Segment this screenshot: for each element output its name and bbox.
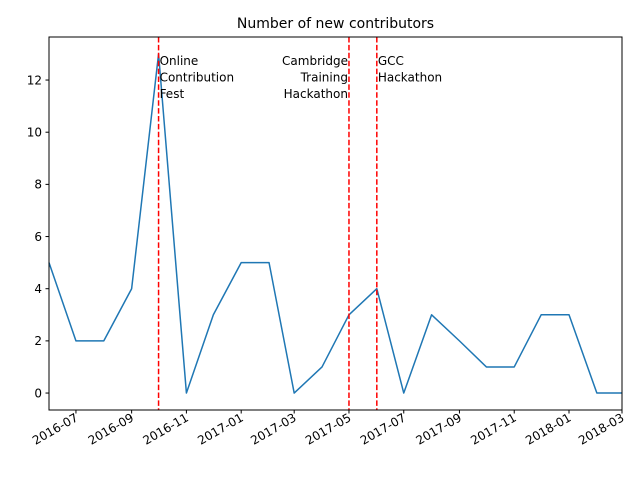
x-tick-label: 2018-01 — [523, 410, 573, 447]
event-annotation: Hackathon — [378, 71, 442, 85]
x-tick-label: 2017-11 — [468, 410, 518, 447]
plot-area: Online Contribution Fest Cambridge Training H… — [27, 36, 627, 448]
event-annotation: Training — [300, 71, 348, 85]
y-tick-label: 6 — [34, 230, 42, 244]
series-line-0 — [48, 53, 622, 394]
event-annotation: GCC — [378, 54, 404, 68]
event-annotation: Contribution — [160, 71, 235, 85]
x-tick-label: 2016-09 — [86, 410, 136, 447]
y-tick-label: 10 — [27, 126, 42, 140]
y-tick-label: 2 — [34, 334, 42, 348]
chart-title: Number of new contributors — [237, 16, 434, 32]
x-tick-label: 2017-07 — [358, 410, 408, 447]
x-tick-label: 2016-11 — [140, 410, 190, 447]
event-annotation: Hackathon — [284, 87, 348, 101]
y-tick-label: 12 — [27, 73, 42, 87]
x-tick-label: 2017-01 — [195, 410, 245, 447]
x-tick-label: 2017-09 — [414, 410, 464, 447]
axes-frame — [48, 36, 623, 411]
event-annotation: Cambridge — [282, 54, 348, 68]
y-tick-label: 4 — [34, 282, 42, 296]
y-tick-label: 8 — [34, 178, 42, 192]
y-tick-label: 0 — [34, 386, 42, 400]
x-tick-label: 2016-07 — [30, 410, 80, 447]
x-tick-label: 2017-03 — [248, 410, 298, 447]
x-tick-label: 2018-03 — [576, 410, 626, 447]
event-annotation: Online — [160, 54, 199, 68]
x-tick-label: 2017-05 — [303, 410, 353, 447]
event-annotation: Fest — [160, 87, 185, 101]
